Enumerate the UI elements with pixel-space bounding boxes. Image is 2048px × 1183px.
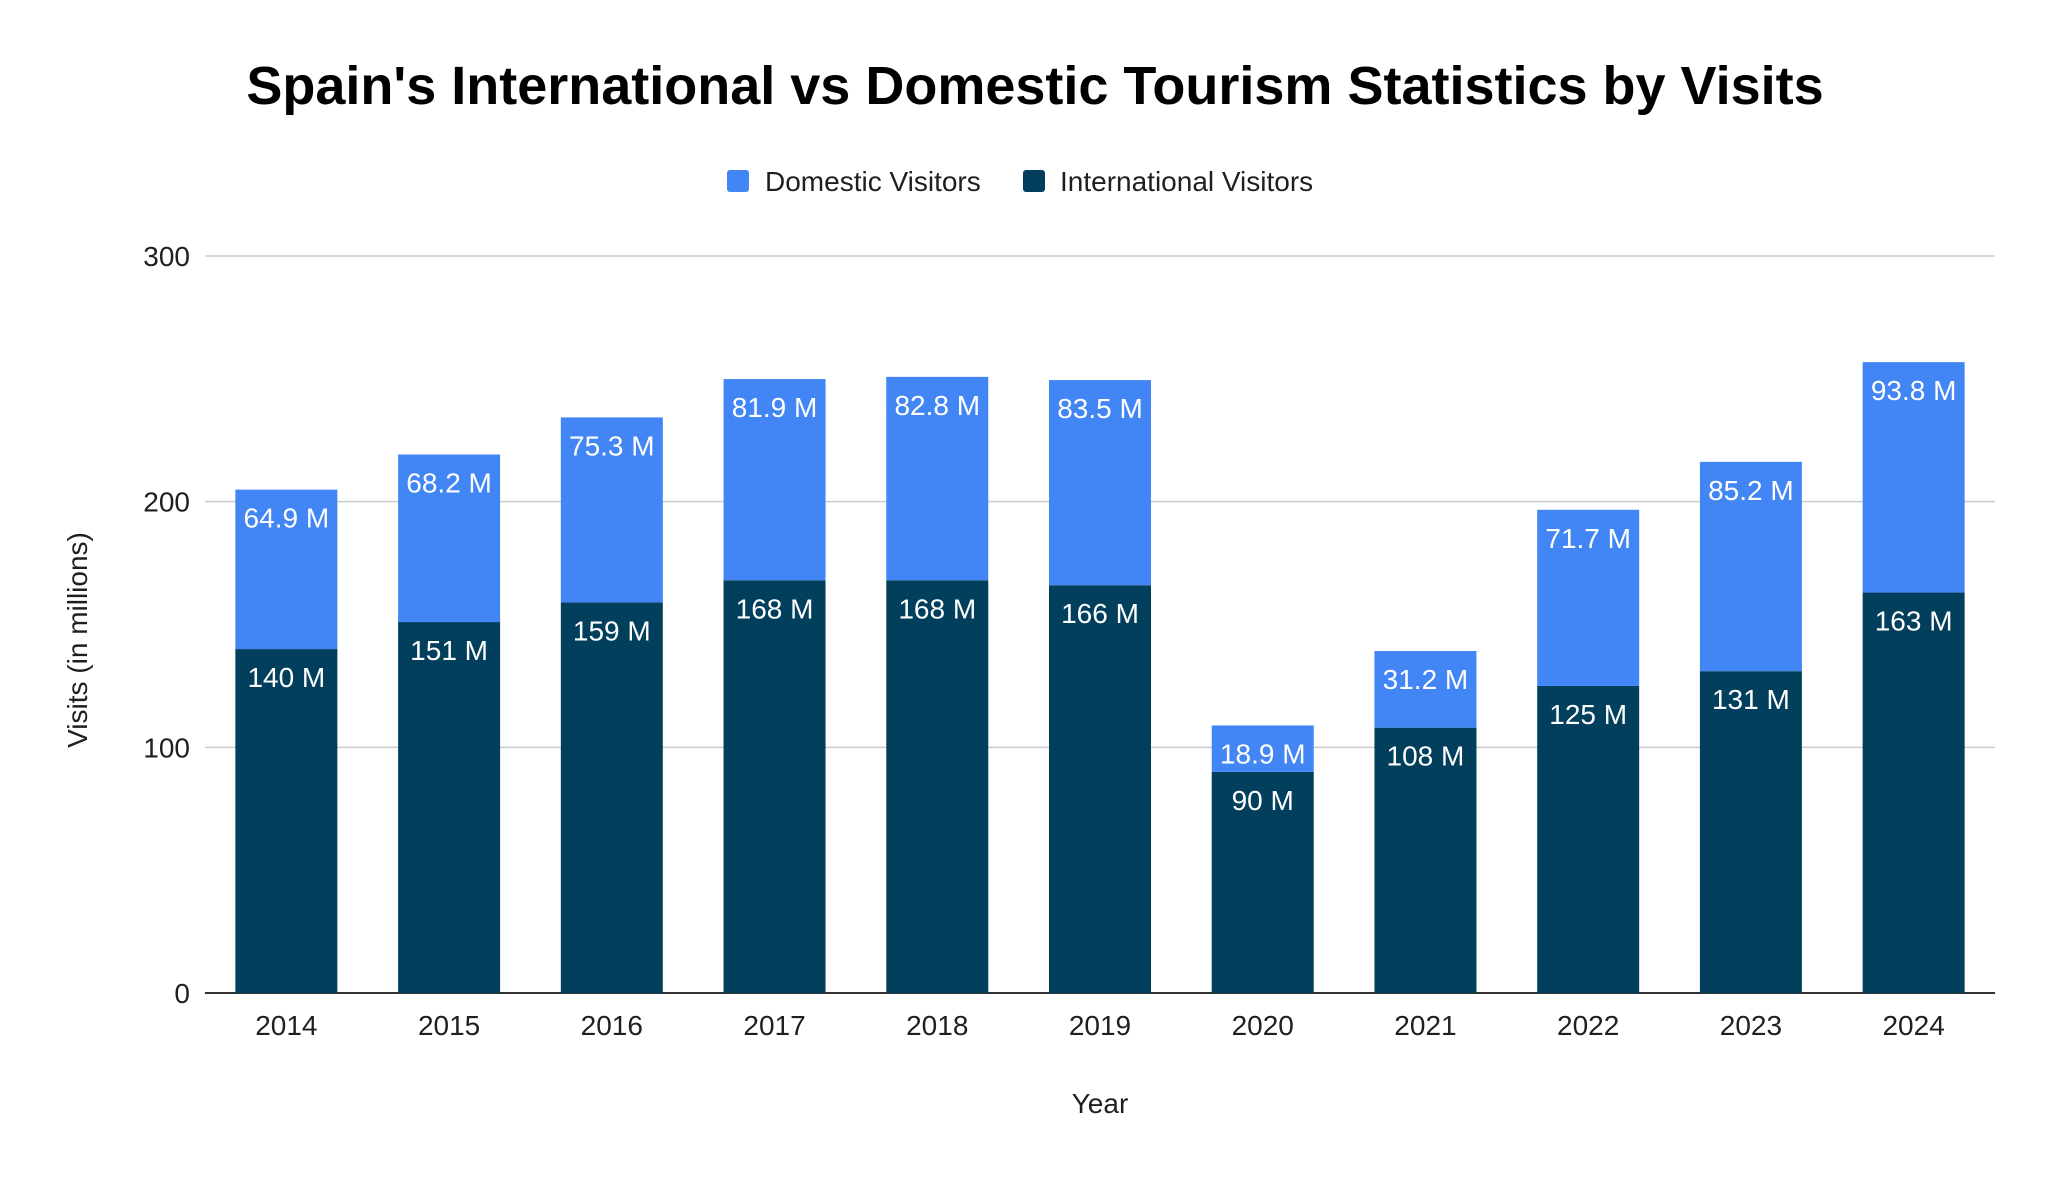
bar-international-2018 (886, 580, 989, 993)
data-label-domestic: 85.2 M (1708, 475, 1794, 506)
legend-swatch-domestic (727, 170, 749, 192)
bar-domestic-2016 (560, 417, 663, 603)
data-label-international: 168 M (736, 593, 814, 624)
x-tick-label: 2020 (1232, 1010, 1294, 1041)
bar-international-2024 (1862, 592, 1965, 993)
data-label-international: 163 M (1875, 606, 1953, 637)
x-tick-label: 2022 (1557, 1010, 1619, 1041)
data-label-domestic: 68.2 M (406, 467, 492, 498)
y-tick-label: 300 (143, 241, 190, 272)
bar-international-2023 (1699, 671, 1802, 993)
bar-international-2022 (1537, 685, 1640, 993)
bar-international-2019 (1049, 585, 1151, 993)
legend-label-domestic: Domestic Visitors (765, 166, 981, 197)
x-axis-ticks: 2014 2015 2016 2017 2018 2019 2020 2021 2022 2023… (255, 1010, 1945, 1041)
data-label-international: 131 M (1712, 684, 1790, 715)
bar-domestic-2020 (1211, 725, 1314, 772)
bar-domestic-2022 (1537, 509, 1640, 686)
legend-label-international: International Visitors (1060, 166, 1313, 197)
data-label-domestic: 31.2 M (1383, 664, 1469, 695)
data-label-international: 166 M (1061, 598, 1139, 629)
bar-domestic-2023 (1699, 461, 1802, 672)
bar-international-2016 (560, 602, 663, 993)
bar-international-2017 (723, 580, 826, 993)
bar-domestic-2017 (723, 379, 826, 581)
bar-domestic-2024 (1862, 362, 1965, 593)
bar-domestic-2018 (886, 376, 989, 581)
x-tick-label: 2014 (255, 1010, 317, 1041)
bar-international-2014 (235, 649, 338, 993)
bar-domestic-2021 (1374, 651, 1477, 728)
data-label-international: 108 M (1387, 741, 1465, 772)
x-tick-label: 2023 (1720, 1010, 1782, 1041)
data-label-domestic: 93.8 M (1871, 375, 1957, 406)
x-tick-label: 2017 (743, 1010, 805, 1041)
x-tick-label: 2024 (1882, 1010, 1944, 1041)
chart-title: Spain's International vs Domestic Touris… (246, 56, 1823, 116)
bar-domestic-2015 (398, 454, 501, 623)
bar-international-2020 (1211, 771, 1314, 993)
bar-international-2021 (1374, 727, 1477, 993)
legend: Domestic Visitors International Visitors (727, 166, 1313, 197)
data-label-domestic: 81.9 M (732, 392, 818, 423)
data-label-international: 168 M (898, 593, 976, 624)
data-label-international: 140 M (247, 662, 325, 693)
bar-domestic-2014 (235, 489, 338, 650)
x-tick-label: 2019 (1069, 1010, 1131, 1041)
data-label-domestic: 83.5 M (1057, 393, 1143, 424)
bar-international-2015 (398, 622, 501, 993)
data-label-domestic: 18.9 M (1220, 738, 1306, 769)
y-axis-ticks: 0 100 200 300 (143, 241, 190, 1009)
bar-domestic-2019 (1049, 380, 1151, 586)
data-label-international: 125 M (1549, 699, 1627, 730)
bars (235, 362, 1965, 993)
x-tick-label: 2018 (906, 1010, 968, 1041)
data-label-domestic: 82.8 M (894, 390, 980, 421)
data-label-international: 90 M (1232, 785, 1294, 816)
x-tick-label: 2015 (418, 1010, 480, 1041)
data-label-international: 159 M (573, 615, 651, 646)
legend-swatch-international (1023, 170, 1045, 192)
data-label-domestic: 75.3 M (569, 430, 655, 461)
x-tick-label: 2016 (581, 1010, 643, 1041)
bar-labels: 140 M 64.9 M 151 M 68.2 M 159 M 75.3 M 168 M 81… (244, 375, 1957, 816)
data-label-domestic: 64.9 M (244, 503, 330, 534)
y-tick-label: 200 (143, 487, 190, 518)
x-axis-label: Year (1072, 1088, 1129, 1119)
data-label-domestic: 71.7 M (1545, 523, 1631, 554)
data-label-international: 151 M (410, 635, 488, 666)
y-tick-label: 100 (143, 732, 190, 763)
x-tick-label: 2021 (1394, 1010, 1456, 1041)
y-axis-label: Visits (in millions) (62, 532, 93, 748)
y-tick-label: 0 (174, 978, 190, 1009)
